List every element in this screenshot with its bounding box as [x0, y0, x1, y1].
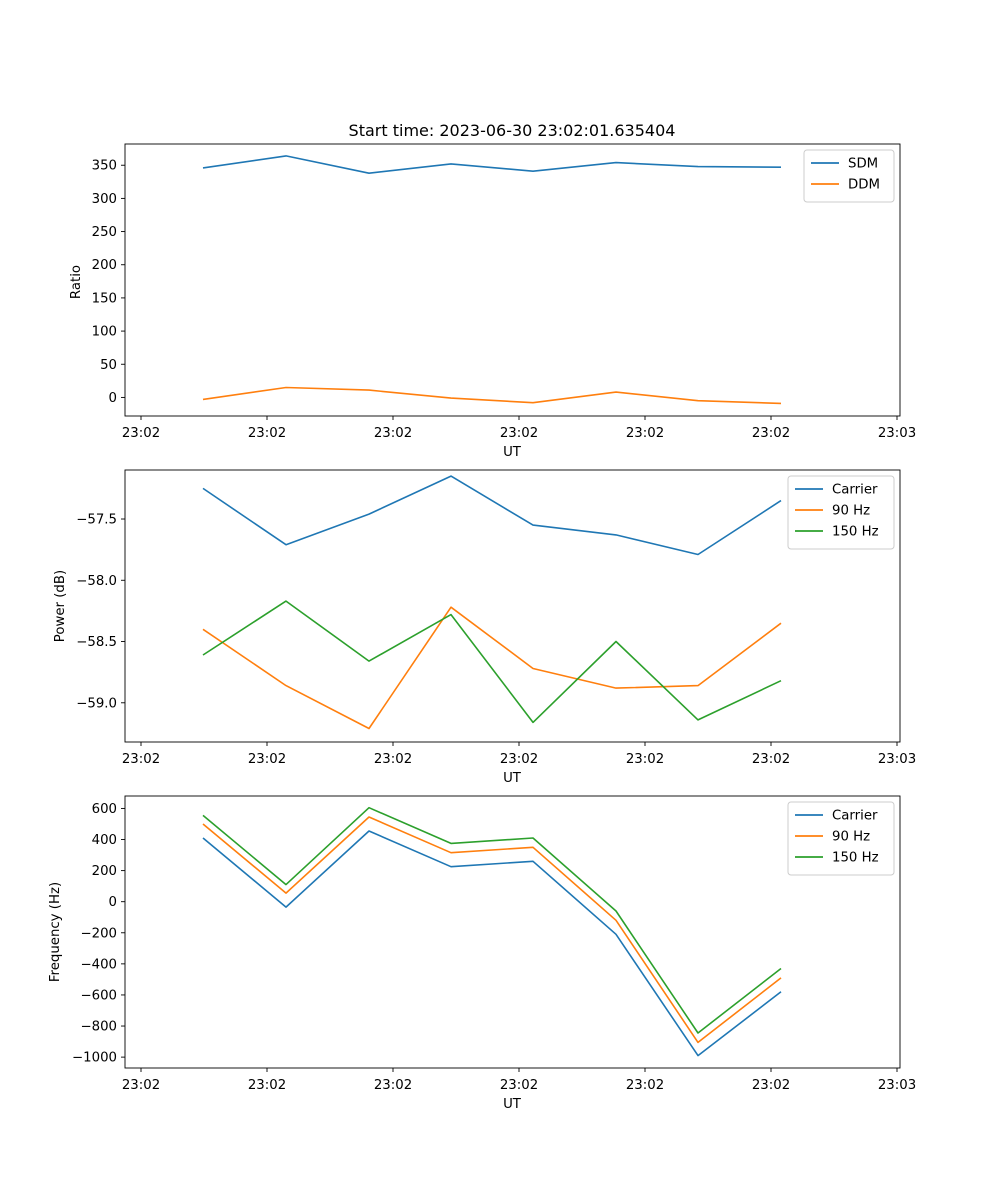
y-tick-label: 50	[100, 358, 117, 373]
y-tick-label: 100	[92, 325, 117, 340]
y-tick-label: 200	[92, 864, 117, 879]
y-tick-label: 600	[92, 802, 117, 817]
x-tick-label: 23:02	[626, 752, 664, 767]
x-tick-label: 23:02	[122, 426, 160, 441]
x-tick-label: 23:03	[878, 1078, 916, 1093]
series-line-ddm	[202, 386, 782, 405]
y-axis-label: Frequency (Hz)	[48, 882, 63, 982]
x-tick-label: 23:02	[122, 752, 160, 767]
y-tick-label: −59.0	[76, 696, 117, 711]
power-chart: UT Power (dB) −59.0 −58.5 −58.0 −57.5 23:02 2…	[53, 469, 916, 786]
x-tick-label: 23:02	[374, 1078, 412, 1093]
series-line-90-hz	[202, 816, 782, 1044]
x-tick-label: 23:02	[248, 426, 286, 441]
x-tick-label: 23:02	[374, 426, 412, 441]
x-tick-label: 23:03	[878, 752, 916, 767]
y-tick-label: −1000	[72, 1051, 117, 1066]
x-tick-label: 23:02	[752, 426, 790, 441]
y-tick-label: −58.5	[76, 635, 117, 650]
x-tick-label: 23:02	[248, 1078, 286, 1093]
legend-label: 150 Hz	[832, 525, 879, 540]
y-tick-label: −200	[80, 926, 117, 941]
series-line-carrier	[202, 475, 782, 556]
series-line-90-hz	[202, 606, 782, 730]
x-axis-label: UT	[503, 771, 522, 786]
legend-label: SDM	[848, 157, 878, 172]
chart-title: Start time: 2023-06-30 23:02:01.635404	[349, 121, 676, 140]
axes-frame	[124, 143, 901, 417]
x-tick-label: 23:02	[374, 752, 412, 767]
x-axis-label: UT	[503, 445, 522, 460]
x-tick-label: 23:02	[752, 1078, 790, 1093]
legend: Carrier 90 Hz 150 Hz	[787, 801, 895, 876]
axes-frame	[124, 469, 901, 743]
legend-label: Carrier	[832, 809, 878, 824]
y-tick-label: 300	[92, 192, 117, 207]
y-tick-label: −800	[80, 1020, 117, 1035]
x-axis-label: UT	[503, 1097, 522, 1112]
x-tick-label: 23:02	[752, 752, 790, 767]
series-line-150-hz	[202, 600, 782, 724]
legend-label: Carrier	[832, 483, 878, 498]
y-tick-label: 0	[109, 391, 117, 406]
x-tick-label: 23:02	[500, 1078, 538, 1093]
legend-label: DDM	[848, 178, 880, 193]
legend: SDM DDM	[803, 149, 895, 203]
axes-frame	[124, 795, 901, 1069]
legend-label: 90 Hz	[832, 830, 870, 845]
x-tick-label: 23:03	[878, 426, 916, 441]
legend-label: 150 Hz	[832, 851, 879, 866]
y-tick-label: 400	[92, 833, 117, 848]
y-tick-label: −57.5	[76, 513, 117, 528]
y-tick-label: 150	[92, 291, 117, 306]
x-tick-label: 23:02	[248, 752, 286, 767]
y-tick-label: −400	[80, 957, 117, 972]
frequency-chart: UT Frequency (Hz) −1000 −800 −600 −400 −200 0…	[48, 795, 916, 1112]
y-axis-label: Ratio	[69, 265, 84, 299]
x-tick-label: 23:02	[122, 1078, 160, 1093]
series-line-sdm	[202, 155, 782, 174]
series-line-150-hz	[202, 806, 782, 1034]
ratio-chart: Start time: 2023-06-30 23:02:01.635404 U…	[69, 121, 916, 460]
y-tick-label: 250	[92, 225, 117, 240]
y-tick-label: −600	[80, 988, 117, 1003]
x-tick-label: 23:02	[500, 426, 538, 441]
x-tick-label: 23:02	[626, 1078, 664, 1093]
x-tick-label: 23:02	[626, 426, 664, 441]
x-tick-label: 23:02	[500, 752, 538, 767]
series-line-carrier	[202, 830, 782, 1057]
y-tick-label: 200	[92, 258, 117, 273]
y-axis-label: Power (dB)	[53, 570, 68, 642]
y-tick-label: −58.0	[76, 574, 117, 589]
legend-label: 90 Hz	[832, 504, 870, 519]
y-tick-label: 350	[92, 159, 117, 174]
y-tick-label: 0	[109, 895, 117, 910]
legend: Carrier 90 Hz 150 Hz	[787, 475, 895, 550]
